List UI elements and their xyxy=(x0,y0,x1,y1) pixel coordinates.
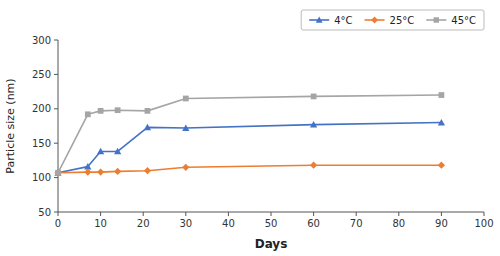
x-axis-line xyxy=(58,212,484,213)
series-marker xyxy=(310,162,317,169)
series-marker xyxy=(438,119,445,125)
series-marker xyxy=(144,124,151,130)
x-tick-label: 40 xyxy=(222,218,235,229)
x-tick-label: 90 xyxy=(435,218,448,229)
y-tick xyxy=(54,40,58,41)
y-tick-label: 250 xyxy=(32,69,51,80)
y-tick xyxy=(54,108,58,109)
x-tick xyxy=(185,212,186,216)
series xyxy=(54,162,445,177)
x-tick-label: 0 xyxy=(55,218,61,229)
series-marker xyxy=(438,162,445,169)
x-tick xyxy=(271,212,272,216)
axes: 50 100 150 200 250 300 0 10 20 30 40 50 60 70 80 90 100 xyxy=(32,35,494,230)
y-tick xyxy=(54,212,58,213)
y-tick xyxy=(54,74,58,75)
series-line xyxy=(58,95,441,173)
x-tick-label: 20 xyxy=(137,218,150,229)
x-tick-label: 60 xyxy=(307,218,320,229)
x-tick xyxy=(484,212,485,216)
series-marker xyxy=(144,167,151,174)
legend-item: 4°C xyxy=(309,15,352,26)
y-tick xyxy=(54,143,58,144)
series-marker xyxy=(97,148,104,154)
series-marker xyxy=(182,164,189,171)
y-tick-label: 300 xyxy=(32,35,51,46)
legend-label: 4°C xyxy=(334,15,352,26)
series xyxy=(54,119,445,176)
legend-box xyxy=(301,10,484,30)
x-tick-label: 30 xyxy=(179,218,192,229)
legend-marker xyxy=(316,17,323,23)
series-marker xyxy=(85,111,91,117)
series xyxy=(55,92,444,176)
y-tick xyxy=(54,177,58,178)
legend-label: 25°C xyxy=(390,15,415,26)
series-marker xyxy=(54,169,61,175)
y-axis-line xyxy=(58,40,59,212)
x-axis-label: Days xyxy=(255,237,288,251)
x-tick xyxy=(313,212,314,216)
y-tick-label: 150 xyxy=(32,138,51,149)
series-marker xyxy=(114,148,121,154)
x-tick-label: 10 xyxy=(94,218,107,229)
x-tick xyxy=(441,212,442,216)
x-tick xyxy=(228,212,229,216)
x-tick-label: 80 xyxy=(392,218,405,229)
series-marker xyxy=(310,121,317,127)
x-tick xyxy=(58,212,59,216)
x-tick-label: 70 xyxy=(350,218,363,229)
series-marker xyxy=(145,108,151,114)
series-marker xyxy=(97,168,104,175)
series-marker xyxy=(54,169,61,176)
x-tick-label: 100 xyxy=(474,218,493,229)
series-marker xyxy=(115,107,121,113)
legend-marker xyxy=(371,17,378,24)
series-line xyxy=(58,123,441,173)
series-marker xyxy=(114,168,121,175)
chart-container: 50 100 150 200 250 300 0 10 20 30 40 50 60 70 80 90 100 D… xyxy=(0,0,500,256)
series-marker xyxy=(439,92,445,98)
series-marker xyxy=(182,124,189,130)
y-tick-label: 50 xyxy=(38,207,51,218)
plot-area xyxy=(54,92,445,176)
series-marker xyxy=(98,108,104,114)
series-marker xyxy=(84,168,91,175)
x-tick-label: 50 xyxy=(265,218,278,229)
x-tick xyxy=(356,212,357,216)
legend-label: 45°C xyxy=(451,15,476,26)
y-axis-label: Particle size (nm) xyxy=(4,78,17,173)
legend-item: 25°C xyxy=(365,15,415,26)
x-tick xyxy=(398,212,399,216)
y-tick-label: 100 xyxy=(32,172,51,183)
chart-svg: 50 100 150 200 250 300 0 10 20 30 40 50 60 70 80 90 100 D… xyxy=(0,0,500,256)
legend-item: 45°C xyxy=(426,15,476,26)
series-marker xyxy=(55,170,61,176)
legend: 4°C 25°C 45°C xyxy=(301,10,484,30)
x-tick xyxy=(100,212,101,216)
series-marker xyxy=(311,94,317,100)
x-tick xyxy=(143,212,144,216)
legend-marker xyxy=(434,17,439,22)
y-tick-label: 200 xyxy=(32,103,51,114)
series-marker xyxy=(183,96,189,102)
